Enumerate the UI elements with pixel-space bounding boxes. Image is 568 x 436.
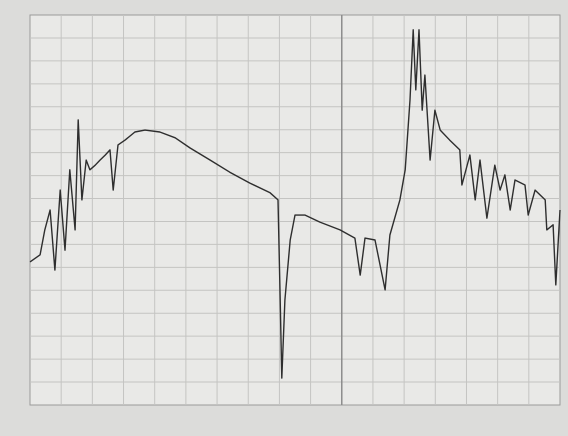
- data-line: [29, 29, 561, 379]
- plot-area: [29, 14, 561, 406]
